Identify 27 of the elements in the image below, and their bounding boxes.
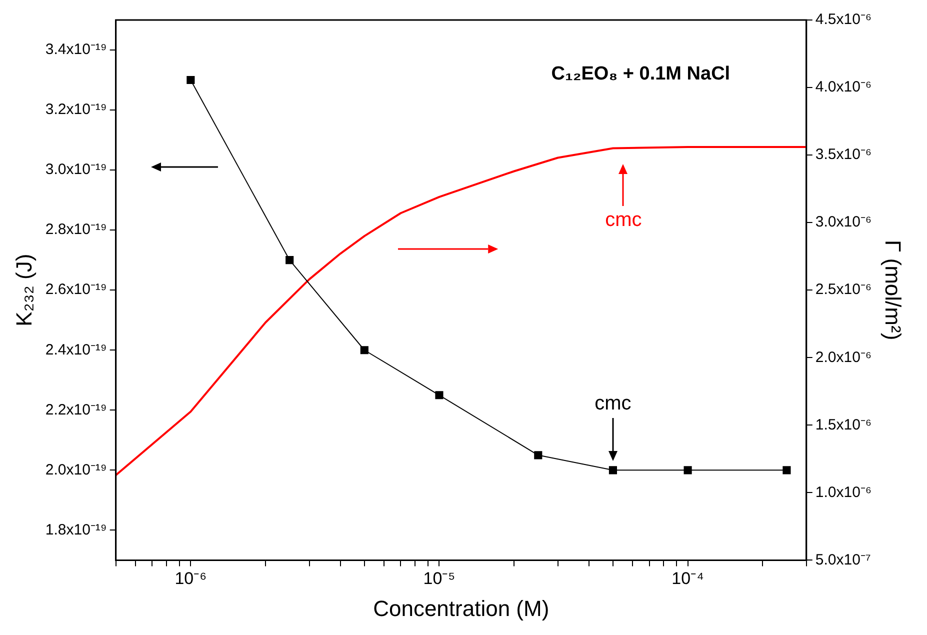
y2-tick-label: 2.5x10⁻⁶ xyxy=(815,281,872,298)
x-tick-label: 10⁻⁶ xyxy=(174,569,207,588)
y-tick-label: 1.8x10⁻¹⁹ xyxy=(45,521,107,538)
annotation: cmc xyxy=(594,392,632,415)
y2-tick-label: 3.5x10⁻⁶ xyxy=(815,146,872,164)
y2-tick-label: 3.0x10⁻⁶ xyxy=(815,214,872,231)
x-axis-title: Concentration (M) xyxy=(373,596,550,621)
y2-axis-title: Γ (mol/m²) xyxy=(880,240,906,340)
y2-tick-label: 2.0x10⁻⁶ xyxy=(815,348,872,366)
annotation: cmc xyxy=(605,208,642,231)
y-tick-label: 2.6x10⁻¹⁹ xyxy=(45,281,107,298)
y-tick-label: 3.4x10⁻¹⁹ xyxy=(45,41,107,58)
y2-tick-label: 1.5x10⁻⁶ xyxy=(815,416,872,434)
y2-tick-label: 4.0x10⁻⁶ xyxy=(815,78,872,96)
y-tick-label: 2.8x10⁻¹⁹ xyxy=(45,221,107,238)
x-tick-label: 10⁻⁴ xyxy=(672,569,704,588)
y-tick-label: 3.2x10⁻¹⁹ xyxy=(45,101,107,118)
y-axis-title: K₂₃₂ (J) xyxy=(11,254,36,326)
y2-tick-label: 5.0x10⁻⁷ xyxy=(815,551,871,568)
y-tick-label: 2.4x10⁻¹⁹ xyxy=(45,341,107,358)
y-tick-label: 3.0x10⁻¹⁹ xyxy=(45,161,107,178)
text: C₁₂EO₈ + 0.1M NaCl xyxy=(551,63,730,84)
y2-tick-label: 4.5x10⁻⁶ xyxy=(815,11,872,28)
y-tick-label: 2.0x10⁻¹⁹ xyxy=(45,461,107,478)
y-tick-label: 2.2x10⁻¹⁹ xyxy=(45,401,107,418)
y2-tick-label: 1.0x10⁻⁶ xyxy=(815,484,872,501)
x-tick-label: 10⁻⁵ xyxy=(423,569,456,588)
